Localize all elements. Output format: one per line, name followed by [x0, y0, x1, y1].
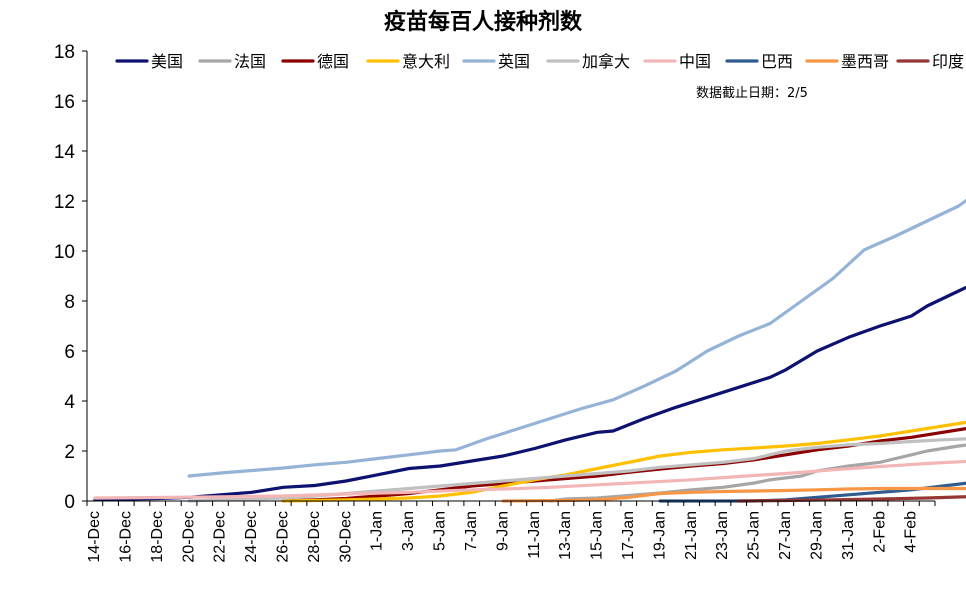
legend-label-1: 法国: [234, 52, 266, 71]
x-tick-label: 19-Jan: [651, 511, 668, 560]
y-tick-label: 10: [54, 242, 75, 263]
series-line-4: [187, 198, 966, 478]
legend-label-4: 英国: [498, 52, 530, 71]
x-tick-label: 26-Dec: [275, 511, 292, 563]
x-tick-label: 30-Dec: [337, 511, 354, 563]
x-tick-label: 3-Jan: [400, 511, 417, 551]
x-tick-label: 13-Jan: [557, 511, 574, 560]
series-line-3: [281, 420, 966, 503]
series-layer: [93, 198, 966, 503]
legend-label-2: 德国: [317, 52, 349, 71]
x-tick-label: 15-Jan: [589, 511, 606, 560]
x-tick-label: 21-Jan: [683, 511, 700, 560]
legend-label-7: 巴西: [761, 52, 793, 71]
legend-label-5: 加拿大: [582, 52, 630, 71]
y-tick-label: 16: [54, 92, 75, 113]
x-tick-label: 31-Jan: [840, 511, 857, 560]
series-line-6: [93, 459, 966, 500]
y-tick-label: 4: [64, 392, 75, 413]
x-tick-label: 9-Jan: [494, 511, 511, 551]
x-tick-label: 1-Jan: [369, 511, 386, 551]
y-tick-label: 2: [64, 442, 75, 463]
x-tick-label: 17-Jan: [620, 511, 637, 560]
legend-label-0: 美国: [151, 52, 183, 71]
x-tick-label: 22-Dec: [212, 511, 229, 563]
chart-title: 疫苗每百人接种剂数: [384, 9, 583, 35]
x-tick-label: 20-Dec: [180, 511, 197, 563]
series-line-8: [501, 486, 966, 503]
x-tick-label: 18-Dec: [149, 511, 166, 563]
y-tick-label: 8: [64, 292, 75, 313]
x-tick-label: 7-Jan: [463, 511, 480, 551]
legend-label-3: 意大利: [402, 52, 450, 71]
x-tick-label: 5-Jan: [432, 511, 449, 551]
legend-label-6: 中国: [679, 52, 711, 71]
x-tick-label: 27-Jan: [777, 511, 794, 560]
y-tick-label: 12: [54, 192, 75, 213]
x-tick-label: 14-Dec: [86, 511, 103, 563]
legend-label-9: 印度: [932, 52, 964, 71]
x-tick-label: 11-Jan: [526, 511, 543, 559]
y-tick-label: 0: [64, 492, 75, 513]
y-tick-label: 18: [54, 42, 75, 63]
series-line-0: [93, 285, 966, 502]
x-tick-label: 28-Dec: [306, 511, 323, 563]
legend: 美国 法国 德国 意大利 英国 加拿大 中国 巴西 墨西哥 印度: [115, 52, 964, 71]
data-cutoff-note: 数据截止日期：2/5: [696, 86, 808, 101]
x-tick-label: 16-Dec: [117, 511, 134, 563]
x-tick-label: 2-Feb: [871, 511, 888, 553]
series-line-9: [737, 495, 966, 503]
axes: 0 2 4 6 8 10 12 14 16 18 14-Dec 16-Dec 18-Dec 20-Dec 2…: [54, 42, 936, 563]
x-tick-label: 29-Jan: [808, 511, 825, 560]
x-tick-label: 23-Jan: [714, 511, 731, 560]
y-tick-label: 14: [54, 142, 76, 163]
legend-label-8: 墨西哥: [841, 52, 889, 71]
x-tick-label: 24-Dec: [243, 511, 260, 563]
y-tick-label: 6: [64, 342, 75, 363]
x-tick-label: 25-Jan: [746, 511, 763, 560]
x-tick-label: 4-Feb: [903, 511, 920, 553]
